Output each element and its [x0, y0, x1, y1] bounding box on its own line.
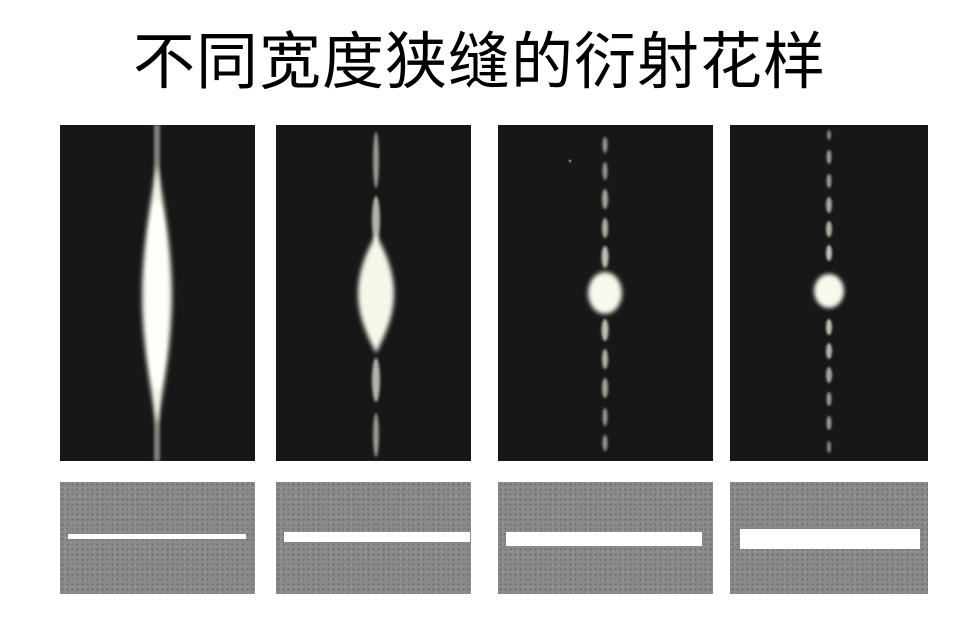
slit-bar-1 [68, 534, 246, 539]
diffraction-pattern-1 [60, 125, 255, 461]
slit-panel-2 [276, 482, 471, 594]
figure-title: 不同宽度狭缝的衍射花样 [132, 25, 826, 98]
diffraction-pattern-4 [730, 125, 928, 461]
slit-panel-1 [60, 482, 255, 594]
slit-bar-3 [506, 532, 702, 546]
diffraction-pattern-2 [276, 125, 471, 461]
slit-bar-4 [740, 529, 920, 549]
diffraction-pattern-3 [498, 125, 713, 461]
slit-panel-3 [498, 482, 713, 594]
slit-panel-4 [730, 482, 928, 594]
slit-bar-2 [284, 532, 470, 542]
